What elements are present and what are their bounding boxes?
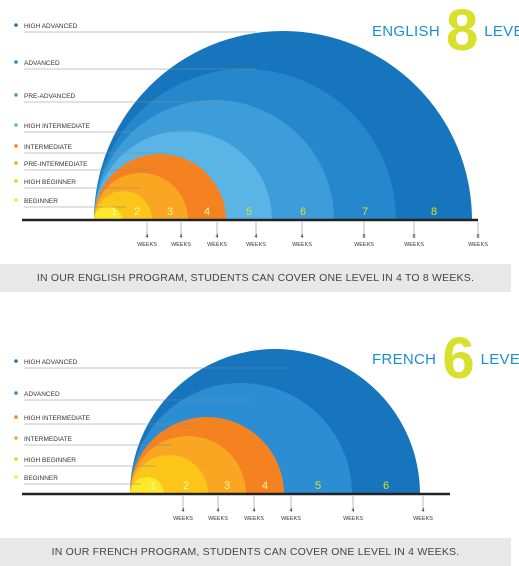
english-tick-number-1: 4 bbox=[145, 234, 148, 240]
french-level-number-6: 6 bbox=[383, 480, 389, 492]
english-caption: IN OUR ENGLISH PROGRAM, STUDENTS CAN COV… bbox=[0, 264, 511, 292]
english-level-bullet-6 bbox=[14, 161, 18, 165]
english-tick-number-3: 4 bbox=[215, 234, 218, 240]
english-levels-diagram: 1 2 3 4 5 6 7 8 HIGH ADVANCED ADVANCED PRE-ADVANCE… bbox=[14, 23, 488, 248]
french-level-label-1: HIGH ADVANCED bbox=[24, 359, 78, 366]
french-level-label-6: BEGINNER bbox=[24, 475, 58, 482]
english-tick-number-8: 8 bbox=[476, 234, 479, 240]
english-level-number-6: 6 bbox=[300, 206, 306, 218]
french-tick-unit-1: WEEKS bbox=[173, 516, 193, 522]
english-tick-number-7: 8 bbox=[412, 234, 415, 240]
english-level-ring-1 bbox=[94, 206, 122, 220]
english-tick-unit-7: WEEKS bbox=[404, 242, 424, 248]
english-tick-number-4: 4 bbox=[254, 234, 257, 240]
english-program-name: ENGLISH bbox=[372, 22, 440, 40]
english-level-number-3: 3 bbox=[167, 206, 173, 218]
french-tick-unit-3: WEEKS bbox=[244, 516, 264, 522]
french-level-label-3: HIGH INTERMEDIATE bbox=[24, 415, 91, 422]
english-levels-word: LEVELS bbox=[484, 22, 519, 40]
french-levels-word: LEVELS bbox=[480, 350, 519, 368]
english-level-count: 8 bbox=[445, 0, 479, 63]
french-tick-unit-4: WEEKS bbox=[281, 516, 301, 522]
french-levels-diagram: 1 2 3 4 5 6 HIGH ADVANCED ADVANCED HIGH INTERMED… bbox=[14, 349, 450, 522]
french-level-number-5: 5 bbox=[315, 480, 321, 492]
english-tick-number-2: 4 bbox=[179, 234, 182, 240]
english-level-label-1: HIGH ADVANCED bbox=[24, 23, 78, 30]
english-level-label-2: ADVANCED bbox=[24, 60, 60, 67]
english-tick-unit-1: WEEKS bbox=[137, 242, 157, 248]
english-tick-unit-5: WEEKS bbox=[292, 242, 312, 248]
english-tick-unit-6: WEEKS bbox=[354, 242, 374, 248]
english-level-number-5: 5 bbox=[246, 206, 252, 218]
french-title: FRENCH 6 LEVELS bbox=[372, 330, 519, 388]
english-tick-unit-4: WEEKS bbox=[246, 242, 266, 248]
french-level-label-5: HIGH BEGINNER bbox=[24, 457, 76, 464]
french-level-bullet-4 bbox=[14, 436, 18, 440]
french-levels-panel: 1 2 3 4 5 6 HIGH ADVANCED ADVANCED HIGH INTERMED… bbox=[0, 310, 519, 566]
french-level-number-2: 2 bbox=[183, 480, 189, 492]
english-level-bullet-2 bbox=[14, 60, 18, 64]
english-level-label-8: BEGINNER bbox=[24, 198, 58, 205]
english-level-bullet-3 bbox=[14, 93, 18, 97]
french-level-bullet-3 bbox=[14, 415, 18, 419]
english-level-number-8: 8 bbox=[431, 206, 437, 218]
english-level-number-1: 1 bbox=[111, 206, 117, 218]
english-tick-unit-3: WEEKS bbox=[207, 242, 227, 248]
french-tick-number-5: 4 bbox=[351, 508, 354, 514]
french-level-ring-1 bbox=[130, 477, 164, 494]
french-tick-number-2: 4 bbox=[216, 508, 219, 514]
english-tick-number-6: 8 bbox=[362, 234, 365, 240]
french-level-number-3: 3 bbox=[224, 480, 230, 492]
french-level-number-1: 1 bbox=[150, 480, 156, 492]
english-level-bullet-7 bbox=[14, 179, 18, 183]
english-level-label-7: HIGH BEGINNER bbox=[24, 179, 76, 186]
english-level-bullet-4 bbox=[14, 123, 18, 127]
french-tick-number-6: 4 bbox=[421, 508, 424, 514]
french-tick-unit-6: WEEKS bbox=[413, 516, 433, 522]
french-level-label-4: INTERMEDIATE bbox=[24, 436, 73, 443]
english-levels-panel: 1 2 3 4 5 6 7 8 HIGH ADVANCED ADVANCED PRE-ADVANCE… bbox=[0, 2, 519, 292]
english-tick-number-5: 4 bbox=[300, 234, 303, 240]
english-level-bullet-1 bbox=[14, 23, 18, 27]
english-level-number-2: 2 bbox=[134, 206, 140, 218]
english-level-bullet-8 bbox=[14, 198, 18, 202]
english-level-label-3: PRE-ADVANCED bbox=[24, 93, 75, 100]
french-program-name: FRENCH bbox=[372, 350, 437, 368]
french-caption: IN OUR FRENCH PROGRAM, STUDENTS CAN COVE… bbox=[0, 538, 511, 566]
french-tick-number-4: 4 bbox=[289, 508, 292, 514]
english-tick-unit-8: WEEKS bbox=[468, 242, 488, 248]
french-tick-number-3: 4 bbox=[252, 508, 255, 514]
french-level-bullet-5 bbox=[14, 457, 18, 461]
french-level-count: 6 bbox=[442, 326, 475, 391]
french-level-label-2: ADVANCED bbox=[24, 391, 60, 398]
english-level-label-4: HIGH INTERMEDIATE bbox=[24, 123, 91, 130]
french-level-bullet-6 bbox=[14, 475, 18, 479]
english-title: ENGLISH 8 LEVELS bbox=[372, 2, 519, 60]
french-level-bullet-1 bbox=[14, 359, 18, 363]
french-tick-number-1: 4 bbox=[181, 508, 184, 514]
english-level-number-7: 7 bbox=[362, 206, 368, 218]
english-tick-unit-2: WEEKS bbox=[171, 242, 191, 248]
french-tick-unit-2: WEEKS bbox=[208, 516, 228, 522]
french-tick-unit-5: WEEKS bbox=[343, 516, 363, 522]
english-level-label-5: INTERMEDIATE bbox=[24, 144, 73, 151]
french-level-number-4: 4 bbox=[262, 480, 268, 492]
english-level-bullet-5 bbox=[14, 144, 18, 148]
english-level-label-6: PRE-INTERMEDIATE bbox=[24, 161, 88, 168]
french-level-bullet-2 bbox=[14, 391, 18, 395]
english-level-number-4: 4 bbox=[204, 206, 210, 218]
